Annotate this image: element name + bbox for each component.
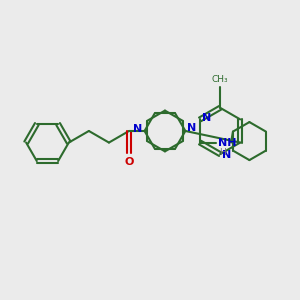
Text: N: N	[222, 150, 232, 161]
Text: H: H	[219, 148, 226, 157]
Text: N: N	[188, 123, 197, 133]
Text: N: N	[202, 113, 212, 123]
Text: O: O	[124, 157, 134, 167]
Text: NH: NH	[218, 138, 237, 148]
Text: CH₃: CH₃	[212, 75, 228, 84]
Text: N: N	[133, 124, 142, 134]
